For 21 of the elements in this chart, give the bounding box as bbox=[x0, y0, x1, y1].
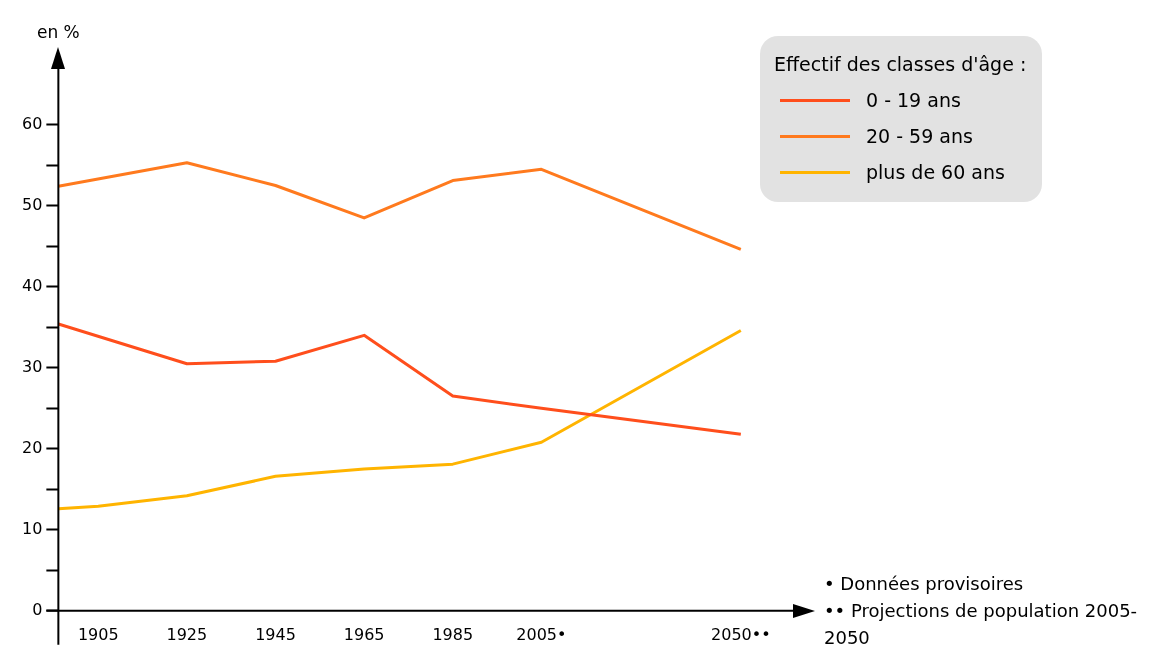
x-tick-label: 1945 bbox=[255, 624, 296, 644]
y-tick-label: 40 bbox=[22, 275, 43, 295]
y-tick-label: 10 bbox=[22, 518, 43, 538]
x-tick-label: 1925 bbox=[166, 624, 208, 644]
text: •• Projections de population 2005-2050 bbox=[824, 599, 1139, 650]
y-tick-label: 60 bbox=[22, 113, 43, 133]
y-tick-label: 30 bbox=[22, 356, 43, 376]
x-tick-label: 1965 bbox=[343, 624, 385, 644]
legend-label: 20 - 59 ans bbox=[866, 124, 973, 149]
y-tick-label: 50 bbox=[22, 194, 43, 214]
x-tick-label: 1985 bbox=[432, 624, 474, 644]
y-axis-title: en % bbox=[36, 21, 80, 42]
y-tick-label: 0 bbox=[32, 599, 43, 619]
x-tick-label: 2005• bbox=[516, 624, 567, 644]
text: • Données provisoires bbox=[824, 572, 1025, 596]
x-tick-label: 2050•• bbox=[711, 624, 771, 644]
x-tick-label: 1905 bbox=[77, 624, 119, 644]
legend-label: 0 - 19 ans bbox=[866, 88, 961, 113]
legend-label: plus de 60 ans bbox=[866, 160, 1005, 185]
legend-title: Effectif des classes d'âge : bbox=[774, 52, 1027, 77]
y-tick-label: 20 bbox=[22, 437, 43, 457]
